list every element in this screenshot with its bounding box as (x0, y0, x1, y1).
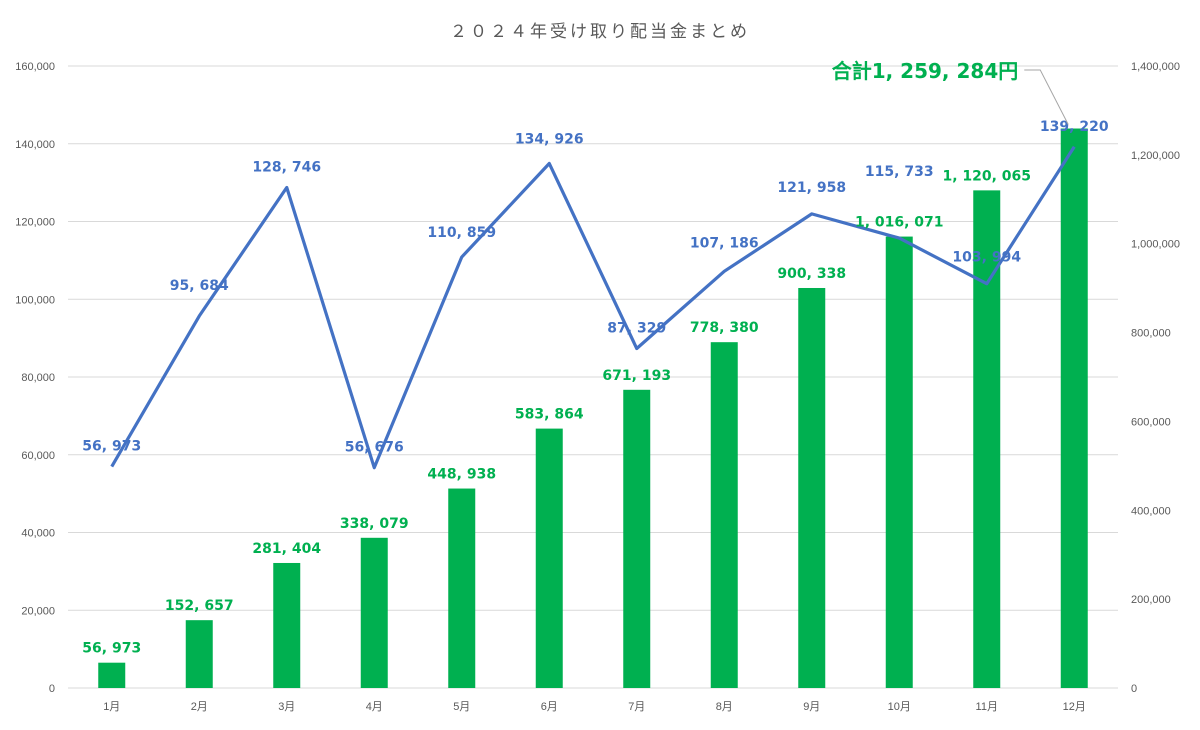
bar-data-labels: 56, 973 152, 657 281, 404 338, 079 448, 938 5… (82, 168, 1031, 656)
line-path (110, 145, 1076, 470)
total-annotation: 合計1, 259, 284円 (832, 59, 1069, 125)
bar (623, 389, 651, 688)
x-axis-tick-label: 5月 (453, 701, 470, 713)
x-axis-tick-label: 4月 (366, 701, 383, 713)
x-axis-tick-label: 9月 (803, 701, 820, 713)
right-axis-tick-label: 1,400,000 (1131, 61, 1180, 73)
bar-data-label: 900, 338 (777, 266, 846, 282)
left-axis-tick-label: 20,000 (21, 605, 55, 617)
grid-lines (68, 65, 1118, 689)
x-axis-tick-label: 1月 (103, 701, 120, 713)
left-axis-tick-label: 80,000 (21, 372, 55, 384)
line-data-label: 128, 746 (252, 159, 321, 175)
bar-data-label: 152, 657 (165, 598, 234, 614)
left-axis-tick-label: 60,000 (21, 450, 55, 462)
bar (798, 287, 826, 688)
line-data-label: 139, 220 (1040, 119, 1109, 135)
bar-data-label: 778, 380 (690, 320, 759, 336)
x-axis-tick-label: 2月 (191, 701, 208, 713)
bar-data-label: 56, 973 (82, 641, 141, 657)
line-data-label: 115, 733 (865, 164, 934, 180)
callout-leader-line (1024, 69, 1069, 125)
bar-data-label: 338, 079 (340, 516, 409, 532)
line-data-label: 95, 684 (170, 278, 229, 294)
x-axis-tick-label: 3月 (278, 701, 295, 713)
bar-data-label: 671, 193 (602, 368, 671, 384)
right-axis-tick-label: 800,000 (1131, 328, 1171, 340)
bar (535, 428, 563, 688)
left-axis: 0 20,000 40,000 60,000 80,000 100,000 120,000 1… (15, 61, 55, 695)
right-axis-tick-label: 1,200,000 (1131, 150, 1180, 162)
line-data-label: 87, 329 (607, 321, 666, 337)
bar (1060, 128, 1088, 688)
left-axis-tick-label: 120,000 (15, 217, 55, 229)
right-axis-tick-label: 400,000 (1131, 505, 1171, 517)
bar-data-label: 1, 120, 065 (942, 168, 1031, 184)
right-axis-tick-label: 600,000 (1131, 416, 1171, 428)
line-series (110, 145, 1076, 470)
left-axis-tick-label: 40,000 (21, 528, 55, 540)
bar-data-label: 583, 864 (515, 407, 584, 423)
line-data-labels: 56, 973 95, 684 128, 746 56, 676 110, 859 134… (82, 119, 1109, 456)
right-axis-tick-label: 1,000,000 (1131, 239, 1180, 251)
bar (360, 537, 388, 688)
x-axis-tick-label: 11月 (976, 701, 998, 713)
bar (273, 562, 301, 688)
bar-data-label: 281, 404 (252, 541, 321, 557)
bar-data-label: 1, 016, 071 (855, 215, 944, 231)
bar-data-label: 448, 938 (427, 467, 496, 483)
bar (885, 236, 913, 689)
line-data-label: 56, 973 (82, 439, 141, 455)
chart-title: ２０２４年受け取り配当金まとめ (450, 22, 750, 42)
line-data-label: 56, 676 (345, 440, 404, 456)
left-axis-tick-label: 100,000 (15, 294, 55, 306)
x-axis-tick-label: 7月 (628, 701, 645, 713)
bar-series (98, 128, 1088, 689)
line-data-label: 107, 186 (690, 235, 759, 251)
left-axis-tick-label: 140,000 (15, 139, 55, 151)
bar (98, 662, 126, 688)
right-axis: 0 200,000 400,000 600,000 800,000 1,000,000 1,… (1131, 61, 1180, 695)
x-axis-tick-label: 12月 (1063, 701, 1086, 713)
bar (185, 620, 213, 688)
line-data-label: 110, 859 (427, 225, 496, 241)
x-axis-tick-label: 8月 (716, 701, 733, 713)
left-axis-tick-label: 160,000 (15, 61, 55, 73)
bar (710, 342, 738, 688)
left-axis-tick-label: 0 (49, 683, 55, 695)
total-callout-label: 合計1, 259, 284円 (832, 59, 1019, 83)
right-axis-tick-label: 0 (1131, 683, 1137, 695)
bar (973, 190, 1001, 688)
bar (448, 488, 476, 688)
x-axis-tick-label: 6月 (541, 701, 558, 713)
right-axis-tick-label: 200,000 (1131, 594, 1171, 606)
line-data-label: 134, 926 (515, 131, 584, 147)
line-data-label: 121, 958 (777, 180, 846, 196)
x-axis-tick-label: 10月 (888, 701, 911, 713)
line-data-label: 103, 994 (952, 250, 1021, 266)
x-axis: 1月 2月 3月 4月 5月 6月 7月 8月 9月 10月 11月 12月 (103, 701, 1086, 713)
